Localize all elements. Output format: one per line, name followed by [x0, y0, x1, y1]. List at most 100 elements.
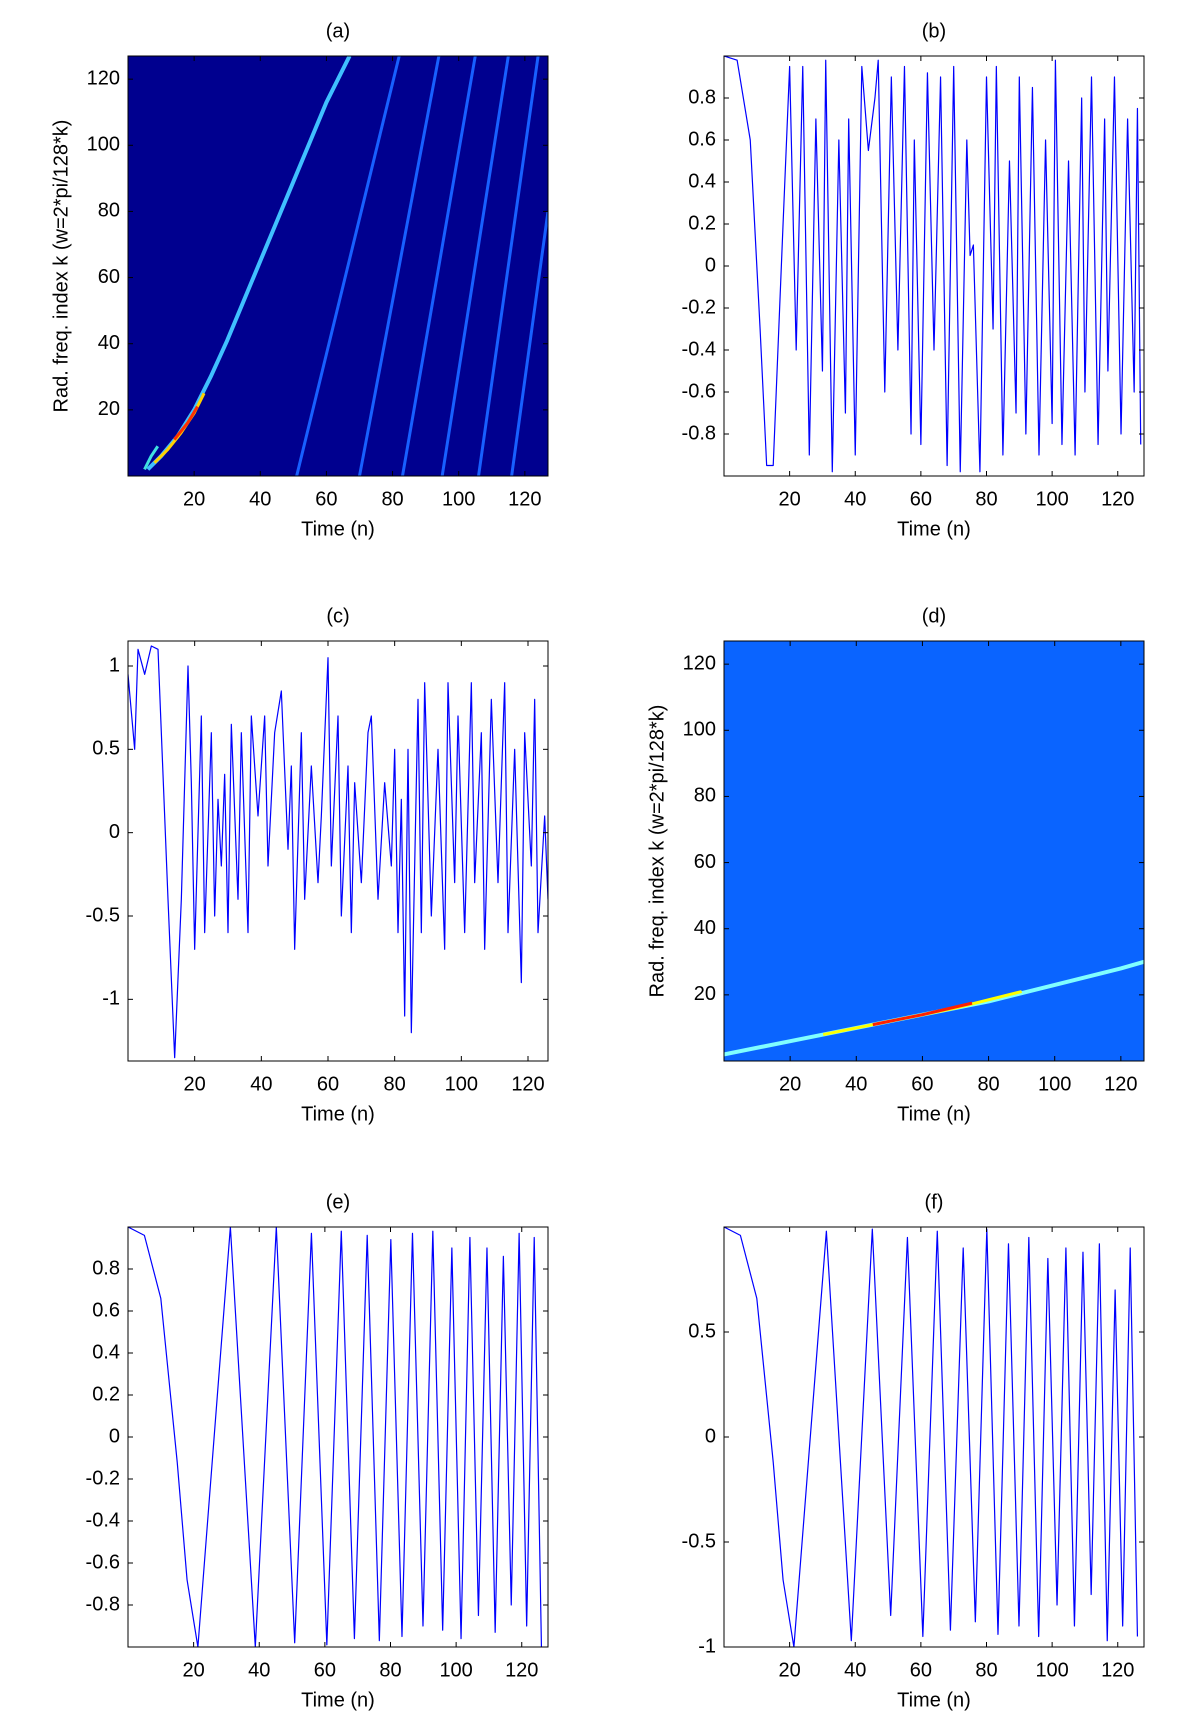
panel-title: (a) — [326, 20, 350, 42]
y-tick-label: -0.8 — [682, 422, 716, 444]
y-tick-label: 40 — [694, 917, 716, 939]
x-tick-label: 20 — [184, 1073, 206, 1095]
y-tick-label: 60 — [694, 851, 716, 873]
y-tick-label: -0.6 — [682, 380, 716, 402]
y-tick-label: -1 — [698, 1635, 716, 1657]
y-tick-label: 0.8 — [92, 1257, 120, 1279]
y-tick-label: 0.6 — [92, 1299, 120, 1321]
y-tick-label: 80 — [694, 785, 716, 807]
axes-frame — [127, 55, 549, 477]
plot-area — [724, 641, 1144, 1061]
x-axis-label: Time (n) — [897, 1689, 971, 1711]
plot-area — [128, 56, 548, 476]
y-tick-label: 0.4 — [92, 1341, 120, 1363]
x-tick-label: 120 — [505, 1659, 538, 1681]
y-tick-label: 0.4 — [688, 170, 716, 192]
panel-title: (b) — [922, 20, 946, 42]
x-tick-label: 40 — [248, 1659, 270, 1681]
y-tick-label: 0.8 — [688, 86, 716, 108]
x-tick-label: 60 — [315, 488, 337, 510]
panel: (c) 20 40 60 80 100 120 -1 -0.5 0 0.5 1 Time (n) — [86, 605, 549, 1125]
y-tick-label: 20 — [694, 983, 716, 1005]
y-tick-label: 0 — [109, 1425, 120, 1447]
y-tick-label: 0.2 — [92, 1383, 120, 1405]
panel-title: (d) — [922, 605, 946, 627]
ridge — [440, 56, 510, 476]
y-tick-label: 1 — [109, 654, 120, 676]
x-axis-label: Time (n) — [301, 1103, 375, 1125]
ridge — [173, 405, 199, 441]
x-tick-label: 60 — [317, 1073, 339, 1095]
signal-line — [724, 1227, 1139, 1647]
x-tick-label: 100 — [442, 488, 475, 510]
y-tick-label: 0.5 — [688, 1320, 716, 1342]
y-tick-label: -0.4 — [86, 1509, 120, 1531]
x-tick-label: 80 — [384, 1073, 406, 1095]
x-tick-label: 80 — [975, 1659, 997, 1681]
panel: (e) 20 40 60 80 100 120 -0.8 -0.6 -0.4 -0.2 0 0.2 0.4… — [86, 1191, 549, 1711]
x-tick-label: 20 — [779, 488, 801, 510]
x-tick-label: 120 — [1101, 1659, 1134, 1681]
y-axis-label: Rad. freq. index k (w=2*pi/128*k) — [50, 120, 72, 413]
y-tick-label: -0.8 — [86, 1593, 120, 1615]
axes-frame — [127, 640, 549, 1062]
y-tick-label: 0 — [109, 821, 120, 843]
y-tick-label: 20 — [98, 398, 120, 420]
x-axis-label: Time (n) — [897, 1103, 971, 1125]
x-tick-label: 40 — [249, 488, 271, 510]
x-tick-label: 80 — [381, 488, 403, 510]
x-tick-label: 120 — [1101, 488, 1134, 510]
panel: (f) 20 40 60 80 100 120 -1 -0.5 0 0.5 Time (n) — [682, 1191, 1145, 1711]
heatmap-background — [724, 641, 1144, 1061]
panel-title: (e) — [326, 1191, 350, 1213]
y-tick-label: 100 — [87, 134, 120, 156]
plot-area — [128, 1227, 543, 1647]
y-tick-label: 0.5 — [92, 738, 120, 760]
y-tick-label: 0 — [705, 254, 716, 276]
axes-frame — [723, 640, 1145, 1062]
x-tick-label: 80 — [977, 1073, 999, 1095]
axes-frame — [723, 1226, 1145, 1648]
y-tick-label: 120 — [87, 67, 120, 89]
panel: (a) 20 40 60 80 100 120 20 40 60 80 100 120 Time (n) R… — [50, 20, 549, 540]
x-tick-label: 80 — [379, 1659, 401, 1681]
ridge — [295, 56, 401, 476]
x-tick-label: 120 — [511, 1073, 544, 1095]
x-axis-label: Time (n) — [301, 1689, 375, 1711]
x-tick-label: 20 — [779, 1073, 801, 1095]
x-tick-label: 40 — [844, 488, 866, 510]
x-tick-label: 40 — [845, 1073, 867, 1095]
x-tick-label: 60 — [911, 1073, 933, 1095]
y-tick-label: 0.6 — [688, 128, 716, 150]
signal-line — [724, 56, 1142, 473]
x-axis-label: Time (n) — [897, 518, 971, 540]
y-axis-label: Rad. freq. index k (w=2*pi/128*k) — [646, 705, 668, 998]
x-tick-label: 100 — [1035, 1659, 1068, 1681]
x-tick-label: 40 — [250, 1073, 272, 1095]
x-tick-label: 20 — [779, 1659, 801, 1681]
ridge — [401, 56, 477, 476]
y-tick-label: -0.5 — [682, 1530, 716, 1552]
y-tick-label: 0.2 — [688, 212, 716, 234]
x-tick-label: 20 — [183, 1659, 205, 1681]
x-tick-label: 80 — [975, 488, 997, 510]
y-tick-label: 40 — [98, 332, 120, 354]
ridge — [510, 211, 548, 476]
x-tick-label: 120 — [508, 488, 541, 510]
x-tick-label: 40 — [844, 1659, 866, 1681]
plot-area — [724, 56, 1142, 473]
y-tick-label: 80 — [98, 200, 120, 222]
y-tick-label: -0.2 — [682, 296, 716, 318]
x-tick-label: 100 — [439, 1659, 472, 1681]
x-tick-label: 60 — [314, 1659, 336, 1681]
x-tick-label: 100 — [1035, 488, 1068, 510]
y-tick-label: 0 — [705, 1425, 716, 1447]
ridge — [143, 445, 160, 471]
y-tick-label: -1 — [102, 988, 120, 1010]
signal-line — [128, 645, 548, 1059]
y-tick-label: 120 — [683, 652, 716, 674]
plot-area — [128, 645, 548, 1059]
y-tick-label: -0.4 — [682, 338, 716, 360]
y-tick-label: 100 — [683, 719, 716, 741]
